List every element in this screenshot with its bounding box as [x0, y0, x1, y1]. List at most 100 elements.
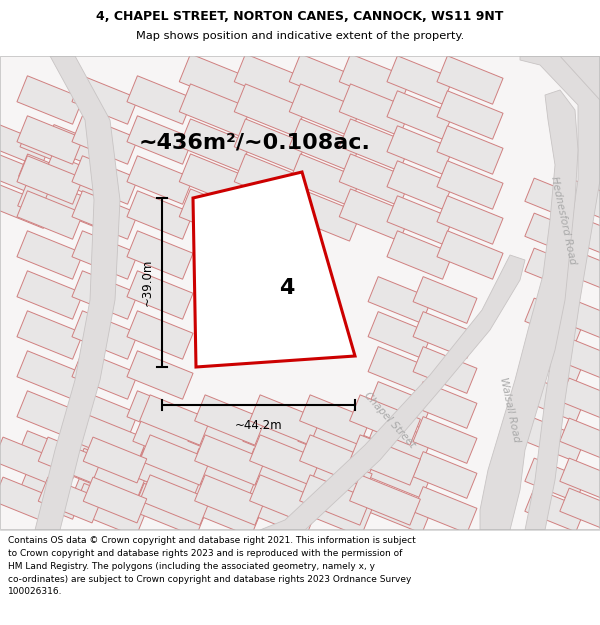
Polygon shape: [525, 213, 585, 257]
Polygon shape: [127, 471, 193, 519]
Polygon shape: [19, 154, 82, 198]
Polygon shape: [243, 483, 317, 537]
Polygon shape: [179, 54, 251, 106]
Polygon shape: [413, 382, 477, 428]
Polygon shape: [17, 116, 83, 164]
Polygon shape: [194, 395, 265, 445]
Polygon shape: [72, 431, 138, 479]
Polygon shape: [127, 231, 193, 279]
Polygon shape: [350, 395, 421, 445]
Text: ~39.0m: ~39.0m: [141, 259, 154, 306]
Polygon shape: [243, 448, 317, 502]
Polygon shape: [350, 475, 421, 525]
Polygon shape: [179, 154, 251, 206]
Polygon shape: [339, 84, 411, 136]
Polygon shape: [17, 191, 83, 239]
Text: Chapel Street: Chapel Street: [362, 390, 418, 450]
Polygon shape: [289, 54, 361, 106]
Polygon shape: [525, 488, 585, 532]
Polygon shape: [44, 154, 106, 198]
Polygon shape: [193, 172, 355, 367]
Polygon shape: [525, 418, 585, 462]
Text: ~44.2m: ~44.2m: [235, 419, 283, 432]
Polygon shape: [368, 382, 432, 428]
Polygon shape: [339, 154, 411, 206]
Polygon shape: [72, 76, 138, 124]
Polygon shape: [289, 189, 361, 241]
Polygon shape: [298, 413, 372, 467]
Polygon shape: [20, 124, 80, 168]
Polygon shape: [234, 54, 306, 106]
Polygon shape: [72, 471, 138, 519]
Polygon shape: [437, 56, 503, 104]
Polygon shape: [560, 178, 600, 222]
Polygon shape: [437, 91, 503, 139]
Polygon shape: [560, 418, 600, 462]
Polygon shape: [289, 154, 361, 206]
Polygon shape: [387, 126, 453, 174]
Text: Hednesford Road: Hednesford Road: [549, 175, 577, 265]
Polygon shape: [525, 178, 585, 222]
Polygon shape: [243, 413, 317, 467]
Polygon shape: [560, 488, 600, 532]
Polygon shape: [437, 231, 503, 279]
Polygon shape: [387, 196, 453, 244]
Polygon shape: [72, 191, 138, 239]
Polygon shape: [413, 417, 477, 463]
Polygon shape: [179, 84, 251, 136]
Polygon shape: [194, 475, 265, 525]
Polygon shape: [17, 471, 83, 519]
Bar: [0, 56, 600, 530]
Polygon shape: [73, 448, 147, 502]
Polygon shape: [250, 435, 320, 485]
Polygon shape: [72, 391, 138, 439]
Polygon shape: [234, 154, 306, 206]
Polygon shape: [298, 483, 372, 537]
Polygon shape: [234, 84, 306, 136]
Polygon shape: [250, 395, 320, 445]
Polygon shape: [133, 483, 207, 537]
Polygon shape: [413, 347, 477, 393]
Polygon shape: [560, 56, 600, 100]
Polygon shape: [413, 487, 477, 533]
Polygon shape: [133, 413, 207, 467]
Polygon shape: [179, 119, 251, 171]
Polygon shape: [387, 56, 453, 104]
Polygon shape: [387, 161, 453, 209]
Polygon shape: [127, 116, 193, 164]
Polygon shape: [437, 126, 503, 174]
Polygon shape: [368, 347, 432, 393]
Polygon shape: [38, 477, 102, 523]
Polygon shape: [188, 483, 262, 537]
Polygon shape: [560, 338, 600, 382]
Polygon shape: [72, 116, 138, 164]
Polygon shape: [188, 413, 262, 467]
Polygon shape: [368, 312, 432, 358]
Polygon shape: [0, 124, 50, 168]
Polygon shape: [73, 413, 147, 467]
Polygon shape: [72, 311, 138, 359]
Polygon shape: [17, 156, 83, 204]
Polygon shape: [0, 437, 57, 483]
Polygon shape: [368, 417, 432, 463]
Polygon shape: [299, 475, 370, 525]
Polygon shape: [368, 487, 432, 533]
Polygon shape: [525, 298, 585, 342]
Text: Contains OS data © Crown copyright and database right 2021. This information is : Contains OS data © Crown copyright and d…: [8, 536, 416, 596]
Polygon shape: [368, 452, 432, 498]
Polygon shape: [194, 435, 265, 485]
Polygon shape: [83, 437, 147, 483]
Polygon shape: [387, 91, 453, 139]
Polygon shape: [72, 351, 138, 399]
Bar: [0, 56, 599, 529]
Polygon shape: [127, 191, 193, 239]
Polygon shape: [437, 161, 503, 209]
Polygon shape: [560, 458, 600, 502]
Polygon shape: [127, 76, 193, 124]
Bar: [0, 530, 600, 625]
Polygon shape: [525, 378, 585, 422]
Text: 4: 4: [279, 278, 294, 298]
Polygon shape: [83, 477, 147, 523]
Polygon shape: [298, 448, 372, 502]
Polygon shape: [387, 231, 453, 279]
